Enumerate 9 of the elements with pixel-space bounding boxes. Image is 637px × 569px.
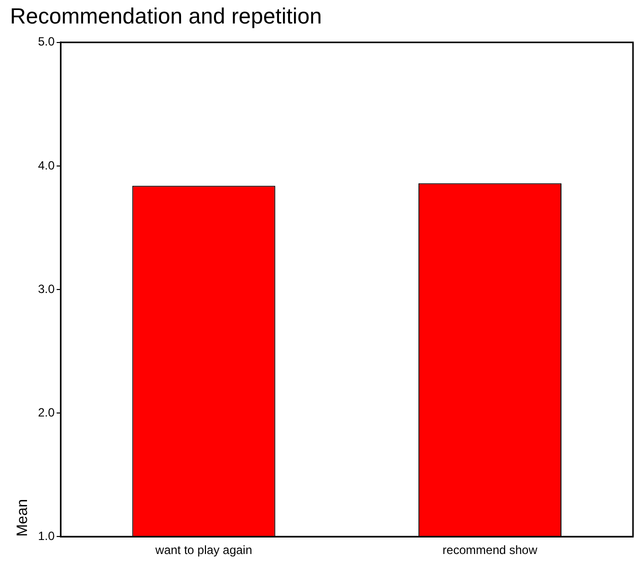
y-tick-label: 5.0 <box>38 34 55 49</box>
y-tick-label: 2.0 <box>38 405 55 420</box>
y-axis-title: Mean <box>14 499 32 537</box>
x-tick-label: want to play again <box>154 543 252 558</box>
y-tick-label: 4.0 <box>38 158 55 172</box>
chart-title: Recommendation and repetition <box>10 3 322 28</box>
y-tick-label: 1.0 <box>38 528 55 543</box>
x-tick-label: recommend show <box>442 543 538 558</box>
y-tick-label: 3.0 <box>38 282 55 296</box>
